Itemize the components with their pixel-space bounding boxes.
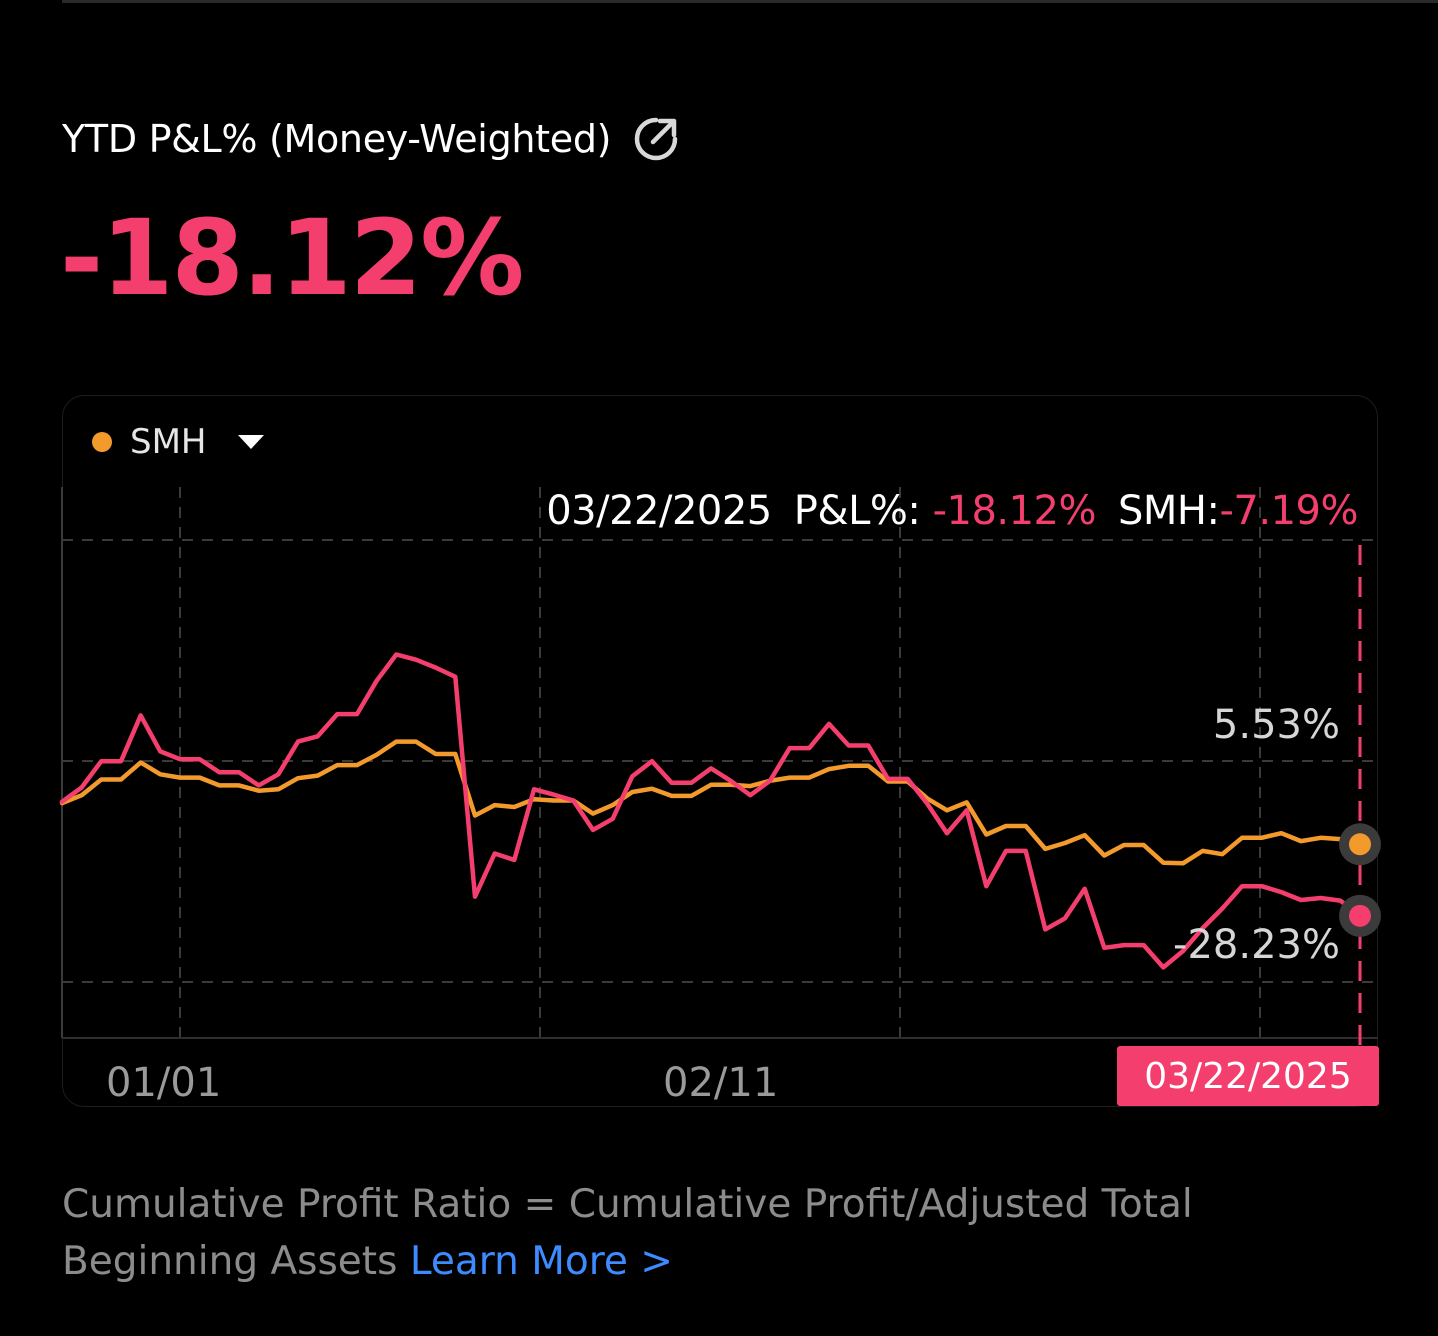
top-divider bbox=[62, 0, 1438, 3]
footnote: Cumulative Profit Ratio = Cumulative Pro… bbox=[62, 1176, 1362, 1290]
tooltip-pl-value: -18.12% bbox=[932, 488, 1097, 534]
series-line-smh bbox=[59, 739, 1363, 866]
selected-date-badge: 03/22/2025 bbox=[1117, 1046, 1379, 1106]
footnote-text: Cumulative Profit Ratio = Cumulative Pro… bbox=[62, 1182, 1193, 1284]
benchmark-color-dot bbox=[92, 432, 112, 452]
tooltip-pl-label: P&L%: bbox=[793, 488, 921, 534]
chart-tooltip: 03/22/2025 P&L%: -18.12% SMH:-7.19% bbox=[546, 488, 1358, 534]
y-marker-high: 5.53% bbox=[1212, 702, 1340, 748]
series-line-pl bbox=[59, 652, 1363, 970]
pnl-value: -18.12% bbox=[60, 197, 524, 319]
pnl-header: YTD P&L% (Money-Weighted) bbox=[62, 114, 679, 164]
end-marker-smh bbox=[1349, 833, 1371, 856]
x-label-1: 02/11 bbox=[663, 1060, 779, 1106]
pnl-title: YTD P&L% (Money-Weighted) bbox=[62, 117, 612, 161]
tooltip-smh-value: -7.19% bbox=[1219, 488, 1358, 534]
learn-more-link[interactable]: Learn More > bbox=[409, 1239, 673, 1284]
tooltip-smh-label: SMH: bbox=[1118, 488, 1220, 534]
caret-down-icon bbox=[238, 435, 265, 449]
benchmark-selector[interactable]: SMH bbox=[92, 420, 266, 464]
chart-card bbox=[62, 395, 1378, 1107]
benchmark-label: SMH bbox=[130, 422, 207, 462]
end-marker-pl bbox=[1349, 904, 1371, 927]
share-external-icon[interactable] bbox=[633, 116, 679, 162]
y-marker-low: -28.23% bbox=[1173, 922, 1340, 968]
x-label-0: 01/01 bbox=[106, 1060, 222, 1106]
tooltip-date: 03/22/2025 bbox=[546, 488, 772, 534]
